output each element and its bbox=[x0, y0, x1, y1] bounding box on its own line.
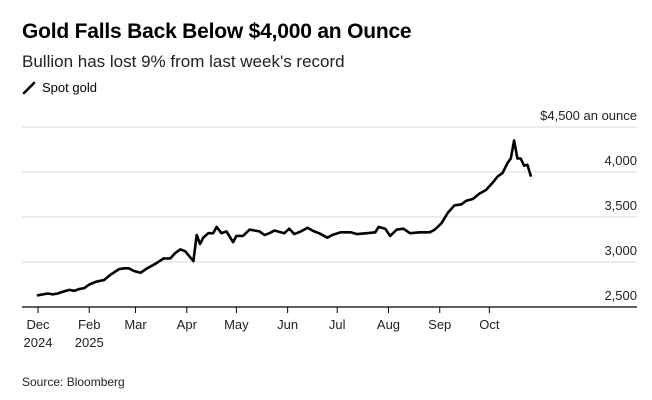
x-tick-label: May bbox=[224, 317, 249, 332]
y-tick-label: 2,500 bbox=[604, 288, 637, 303]
x-axis: Dec 2024 Feb 2025 Mar Apr May Jun Jul Aug Sep Oct bbox=[22, 306, 637, 350]
series-line-spot-gold bbox=[36, 139, 533, 297]
x-tick-sublabel: 2025 bbox=[75, 335, 104, 350]
x-tick-label: Sep bbox=[428, 317, 451, 332]
y-tick-label: 3,000 bbox=[604, 243, 637, 258]
x-tick-label: Mar bbox=[124, 317, 147, 332]
source-note: Source: Bloomberg bbox=[22, 375, 125, 389]
series-layer bbox=[36, 139, 533, 297]
x-tick-label: Dec bbox=[26, 317, 50, 332]
legend-label: Spot gold bbox=[42, 80, 97, 95]
y-tick-label: $4,500 an ounce bbox=[540, 108, 637, 123]
legend-line-icon bbox=[22, 81, 36, 94]
x-tick-label: Aug bbox=[377, 317, 400, 332]
x-tick-label: Apr bbox=[177, 317, 198, 332]
legend: Spot gold bbox=[22, 80, 97, 95]
x-tick-label: Jul bbox=[329, 317, 346, 332]
y-axis-ticks: 2,500 3,000 3,500 4,000 $4,500 an ounce bbox=[540, 108, 637, 303]
chart-subtitle: Bullion has lost 9% from last week's rec… bbox=[22, 52, 345, 71]
y-tick-label: 3,500 bbox=[604, 198, 637, 213]
x-tick-label: Feb bbox=[78, 317, 100, 332]
y-tick-label: 4,000 bbox=[604, 153, 637, 168]
chart-title: Gold Falls Back Below $4,000 an Ounce bbox=[22, 20, 412, 43]
x-tick-label: Jun bbox=[277, 317, 298, 332]
x-tick-label: Oct bbox=[479, 317, 500, 332]
x-tick-sublabel: 2024 bbox=[24, 335, 53, 350]
gridlines bbox=[22, 126, 637, 263]
